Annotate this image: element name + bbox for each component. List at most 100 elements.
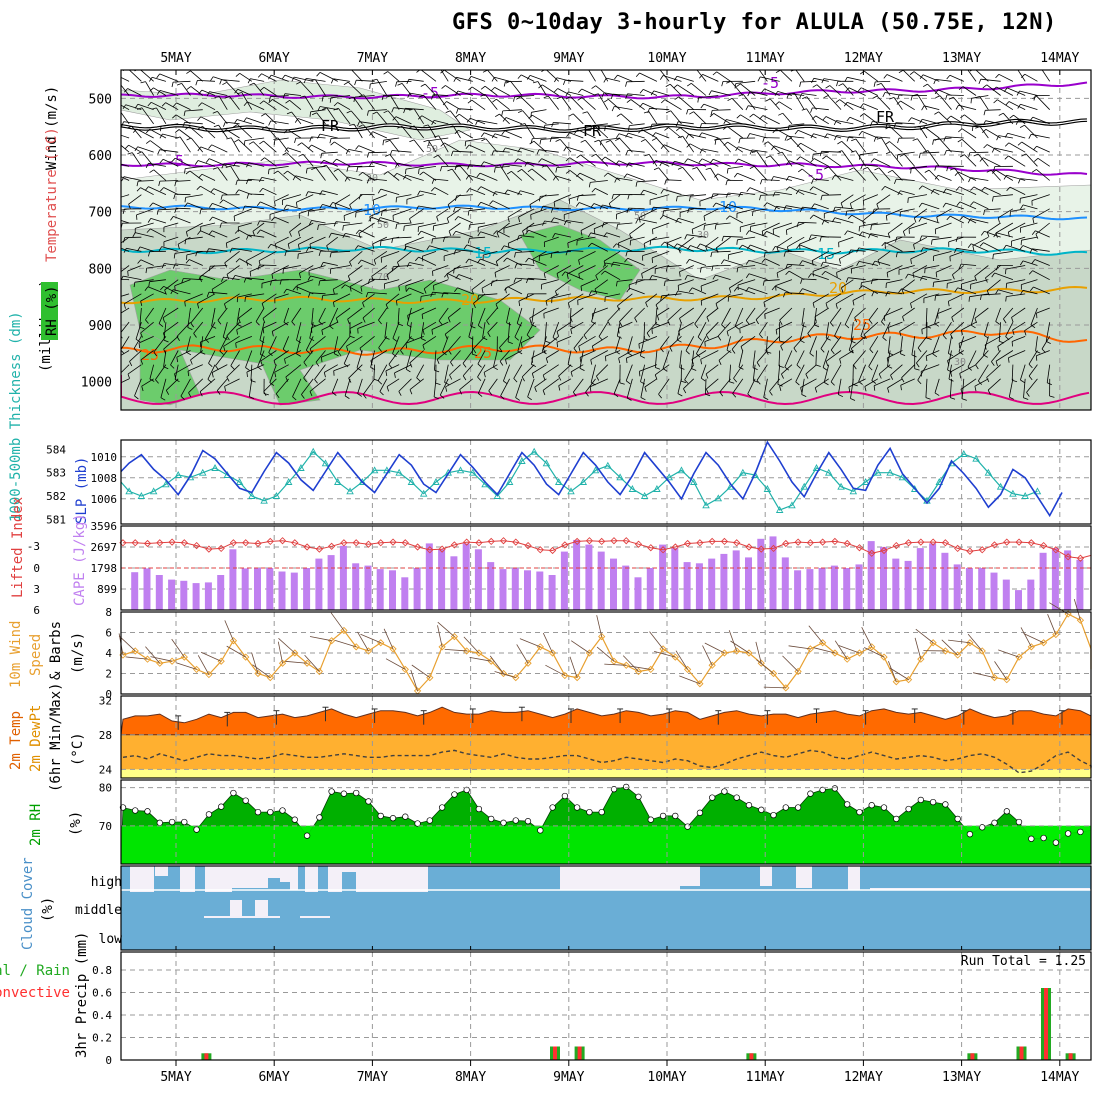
cloud-high-block: [560, 866, 598, 890]
slp-ytick: 1006: [91, 493, 118, 506]
wind-barb: [386, 265, 400, 276]
wind-barb: [344, 284, 363, 295]
wind-barb: [510, 80, 523, 96]
ua-ylabel-rh: RH (%): [44, 285, 60, 336]
wind-barb-flag: [895, 252, 898, 258]
wind-barb-flag: [448, 349, 452, 355]
li-point: [1003, 538, 1011, 546]
wind-barb-flag: [369, 131, 374, 136]
wind-barb-flag: [588, 242, 592, 248]
wind-barb-flag: [1021, 73, 1026, 78]
wind-barb: [590, 232, 608, 238]
wind-barb-flag: [980, 231, 985, 236]
wind-barb: [738, 158, 756, 167]
wind-barb-flag: [346, 110, 352, 114]
wind-barb-flag: [110, 280, 111, 285]
wind-barb: [789, 186, 805, 196]
wind-barb: [223, 163, 240, 167]
wind-barb: [505, 117, 523, 125]
wind-barb-flag: [851, 138, 857, 142]
wind-barb-flag: [243, 277, 247, 283]
date-tick-top: 9MAY: [553, 51, 584, 66]
wind-barb-flag: [986, 377, 990, 383]
wind-barb-flag: [751, 150, 757, 153]
wind-barb-flag: [859, 154, 861, 160]
wind-barb: [319, 133, 338, 139]
cape-bar: [745, 557, 752, 610]
wind-barb: [200, 116, 216, 125]
wind-barb: [477, 378, 486, 394]
wind-barb-flag: [391, 238, 394, 243]
wind-barb: [121, 194, 130, 198]
wind-barb-flag: [357, 393, 363, 397]
wind-barb: [823, 261, 842, 266]
wind-barb-flag: [1029, 116, 1034, 122]
wind-barb: [871, 222, 891, 226]
thickness-point: [751, 471, 759, 478]
wind-barb-flag: [177, 244, 180, 250]
wind-barb-flag: [209, 216, 213, 222]
wind-barb: [715, 236, 731, 249]
wind-barb: [197, 160, 216, 167]
wind-barb: [545, 70, 559, 82]
wind-barb: [543, 307, 559, 314]
wind-barb: [149, 279, 166, 283]
wind-barb: [577, 129, 596, 139]
wind-barb: [272, 321, 289, 332]
wind-barb: [735, 80, 756, 84]
wind-barb: [706, 307, 719, 318]
wind-barb-flag: [752, 367, 758, 370]
wind-barb: [121, 307, 130, 314]
cape-bar: [511, 568, 519, 610]
wind-barb: [1005, 244, 1026, 252]
wind-barb: [917, 94, 928, 110]
wind-barb-flag: [1021, 153, 1027, 157]
wind-barb-flag: [747, 91, 751, 97]
wind-barb: [667, 307, 682, 321]
wind-barb-flag: [198, 102, 203, 107]
wind-barb: [640, 364, 646, 382]
wind-barb-flag: [658, 393, 663, 399]
wind-barb-flag: [309, 111, 311, 117]
wind-barb-flag: [944, 150, 947, 156]
wind-barb: [897, 250, 915, 253]
wind-barb-flag: [206, 248, 209, 254]
li-point: [769, 544, 778, 553]
wind-barb: [900, 100, 915, 111]
wind-barb: [679, 208, 694, 213]
wind-barb-flag: [694, 323, 699, 329]
wind-barb: [581, 97, 596, 110]
wind-barb-flag: [149, 202, 154, 208]
panel-frame: [120, 611, 1092, 695]
wind-barb: [1008, 350, 1026, 359]
wind-barb-10m: [653, 651, 676, 658]
wind-barb-flag: [151, 107, 157, 110]
wind-barb-flag: [282, 152, 288, 156]
wind-barb-flag: [918, 217, 922, 222]
wind-barb: [913, 71, 928, 82]
wind-barb: [961, 128, 977, 139]
ua-ylabel-wind: Wind (m/s): [44, 86, 60, 170]
wind-barb: [921, 235, 940, 238]
wind-barb-flag: [733, 287, 738, 292]
wind-barb: [881, 137, 891, 153]
wind-barb: [572, 113, 584, 125]
wind-barb: [515, 250, 535, 253]
dewpt-band: [121, 734, 1091, 770]
wind-barb-flag: [163, 349, 167, 354]
wind-barb-flag: [542, 220, 545, 226]
cape-bar: [880, 546, 887, 610]
cape-bar: [474, 549, 482, 610]
wind-barb: [493, 350, 498, 368]
wind-barb: [764, 258, 780, 266]
wind-barb-flag: [491, 150, 494, 156]
wind-barb-flag: [726, 331, 729, 337]
wind-barb: [967, 350, 977, 368]
wind-barb-flag: [812, 84, 818, 88]
wind-barb-flag: [619, 382, 625, 385]
wind-barb: [763, 378, 768, 398]
wind-barb-flag: [344, 176, 348, 182]
wind-barb-flag: [561, 271, 566, 276]
wind-barb: [387, 71, 400, 82]
wind-barb: [486, 307, 498, 321]
